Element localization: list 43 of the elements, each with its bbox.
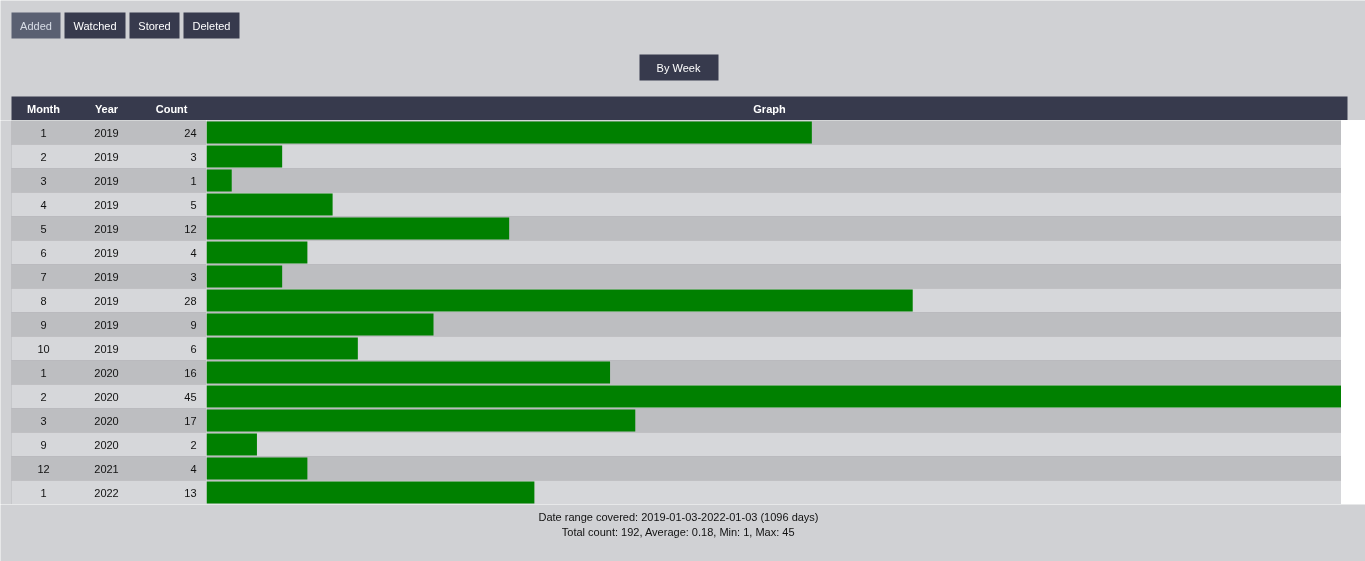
data-label: 28 <box>184 294 197 307</box>
text: By Week <box>656 61 701 74</box>
data-label: 6 <box>190 342 197 355</box>
data-label: 16 <box>184 366 197 379</box>
data-label: 4 <box>190 462 197 475</box>
data-label: 45 <box>184 390 197 403</box>
text: Count <box>155 102 188 115</box>
category-label: 1 2019 <box>40 126 119 139</box>
text: Graph <box>753 102 786 115</box>
data-label: 13 <box>184 486 197 499</box>
category-label: 6 2019 <box>40 246 119 259</box>
text: Year <box>94 102 119 115</box>
data-label: 12 <box>184 222 197 235</box>
text: Deleted <box>192 19 231 32</box>
data-label: 24 <box>184 126 197 139</box>
text: Stored <box>138 19 171 32</box>
category-label: 3 2019 <box>40 174 119 187</box>
category-label: 9 2020 <box>40 438 119 451</box>
category-label: 2 2019 <box>40 150 119 163</box>
text: Watched <box>73 19 117 32</box>
text: Month <box>27 102 61 115</box>
category-label: 9 2019 <box>40 318 119 331</box>
data-label: 5 <box>190 198 197 211</box>
text: Added <box>20 19 52 32</box>
data-label: 9 <box>190 318 197 331</box>
data-label: 4 <box>190 246 197 259</box>
category-label: 10 2019 <box>37 342 119 355</box>
data-label: 17 <box>184 414 197 427</box>
category-label: 3 2020 <box>40 414 119 427</box>
category-label: 2 2020 <box>40 390 119 403</box>
category-label: 5 2019 <box>40 222 119 235</box>
category-label: 12 2021 <box>37 462 119 475</box>
text: Date range covered: 2019-01-03-2022-01-03 (1096 days) <box>538 510 819 523</box>
data-label: 2 <box>190 438 197 451</box>
category-label: 8 2019 <box>40 294 119 307</box>
category-label: 1 2022 <box>40 486 119 499</box>
category-label: 7 2019 <box>40 270 119 283</box>
text: Total count: 192, Average: 0.18, Min: 1, Max: 45 <box>561 525 795 538</box>
data-label: 1 <box>190 174 197 187</box>
data-label: 3 <box>190 270 197 283</box>
data-label: 3 <box>190 150 197 163</box>
category-label: 4 2019 <box>40 198 119 211</box>
category-label: 1 2020 <box>40 366 119 379</box>
